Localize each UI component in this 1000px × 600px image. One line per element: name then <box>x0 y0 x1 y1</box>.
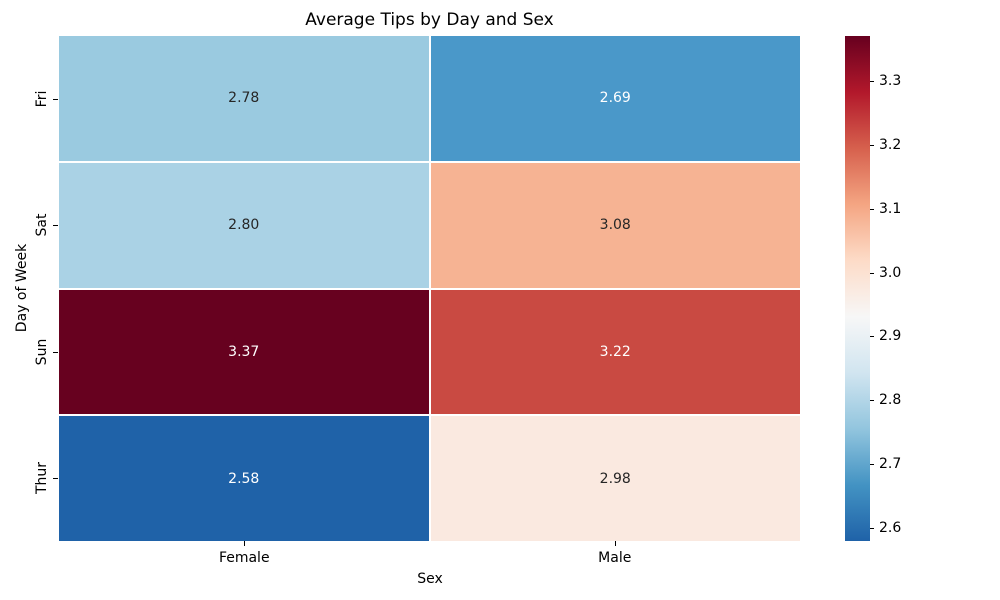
x-tick-mark <box>614 541 616 546</box>
y-tick-label-fri: Fri <box>34 90 50 108</box>
y-tick-mark <box>53 351 58 353</box>
y-tick-label-sat: Sat <box>34 213 50 237</box>
heatmap-cell-sun-male: 3.22 <box>430 289 800 415</box>
chart-title: Average Tips by Day and Sex <box>305 10 554 30</box>
x-tick-mark <box>244 541 246 546</box>
colorbar-tick-label-2.6: 2.6 <box>879 520 902 537</box>
colorbar-tick-mark <box>870 80 874 82</box>
colorbar-gradient <box>845 36 870 541</box>
colorbar-tick-label-3.2: 3.2 <box>879 136 902 153</box>
y-tick-label-thur: Thur <box>34 461 50 494</box>
colorbar-tick-mark <box>870 336 874 338</box>
y-tick-label-sun: Sun <box>34 338 50 365</box>
colorbar-tick-label-2.8: 2.8 <box>879 392 902 409</box>
heatmap-cell-fri-male: 2.69 <box>430 36 800 161</box>
y-tick-mark <box>53 225 58 227</box>
y-tick-mark <box>53 99 58 101</box>
heatmap-cell-thur-male: 2.98 <box>430 416 800 541</box>
y-tick-mark <box>53 477 58 479</box>
x-tick-label-female: Female <box>218 550 270 566</box>
colorbar-tick-mark <box>870 208 874 210</box>
x-tick-label-male: Male <box>598 550 632 566</box>
colorbar-tick-label-2.9: 2.9 <box>879 328 902 345</box>
heatmap-cell-sat-female: 2.80 <box>59 162 429 288</box>
heatmap-cell-sat-male: 3.08 <box>430 162 800 288</box>
colorbar-tick-label-3.0: 3.0 <box>879 264 902 281</box>
colorbar-tick-mark <box>870 464 874 466</box>
heatmap-cell-thur-female: 2.58 <box>59 416 429 541</box>
colorbar-tick-label-3.3: 3.3 <box>879 72 902 89</box>
colorbar-tick-mark <box>870 528 874 530</box>
x-axis-title: Sex <box>417 571 443 587</box>
colorbar-tick-mark <box>870 272 874 274</box>
heatmap-cell-sun-female: 3.37 <box>59 289 429 415</box>
heatmap-grid: 2.78 2.69 2.80 3.08 3.37 3.22 2.58 2.98 <box>59 36 800 541</box>
heatmap-cell-fri-female: 2.78 <box>59 36 429 161</box>
colorbar-tick-label-2.7: 2.7 <box>879 456 902 473</box>
colorbar-tick-mark <box>870 144 874 146</box>
colorbar-tick-mark <box>870 400 874 402</box>
colorbar-tick-label-3.1: 3.1 <box>879 200 902 217</box>
y-axis-title: Day of Week <box>14 243 30 333</box>
